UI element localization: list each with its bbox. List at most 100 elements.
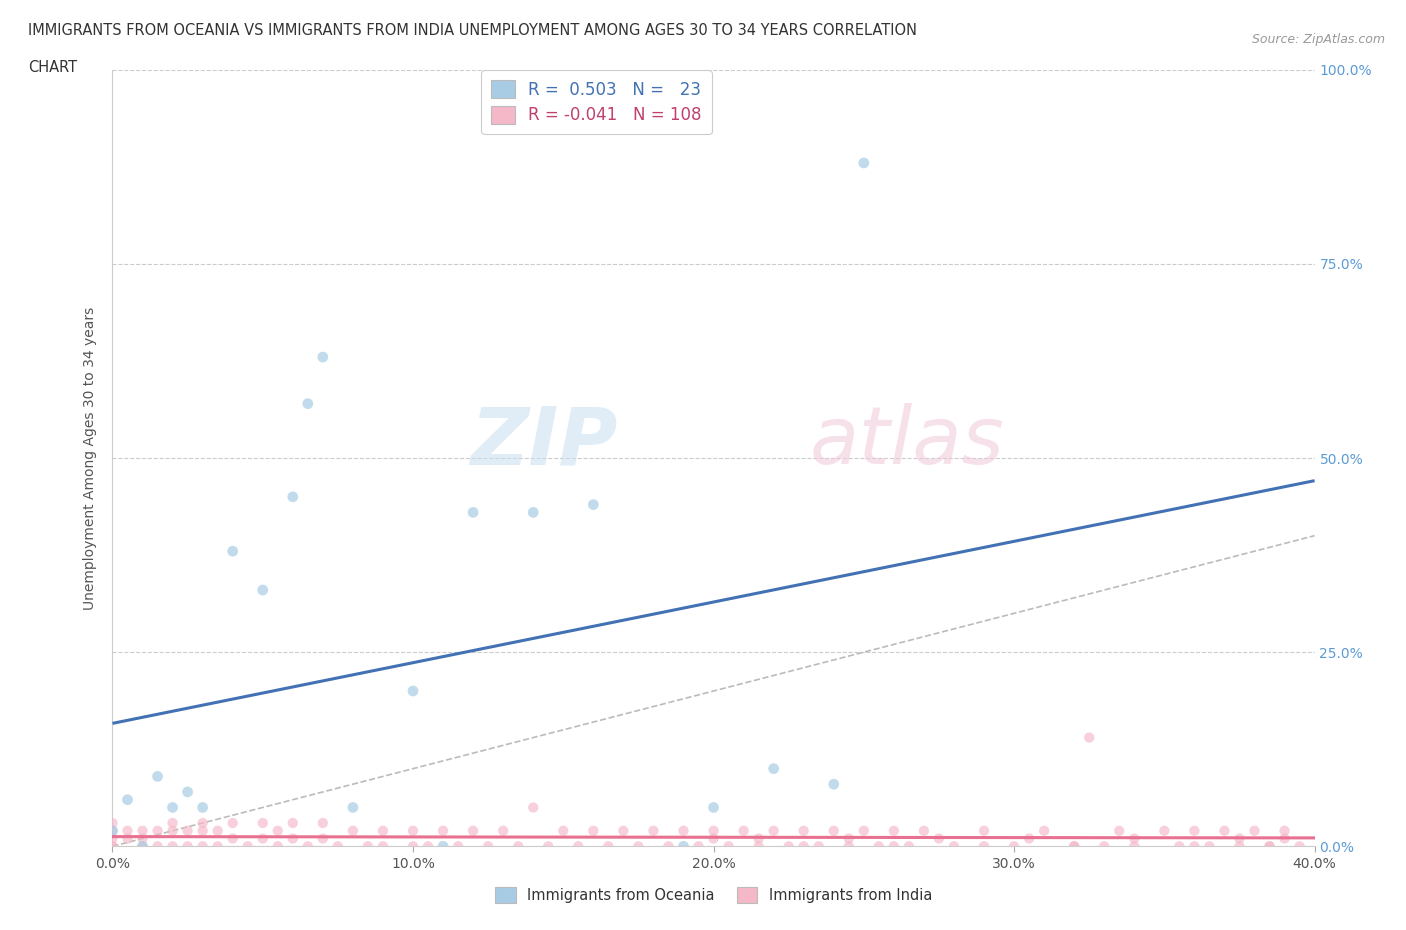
Point bbox=[883, 839, 905, 854]
Point bbox=[176, 785, 198, 800]
Point bbox=[1002, 839, 1025, 854]
Point bbox=[778, 839, 800, 854]
Point bbox=[852, 155, 875, 170]
Point bbox=[627, 839, 650, 854]
Point bbox=[522, 505, 544, 520]
Point bbox=[101, 823, 124, 838]
Point bbox=[117, 792, 139, 807]
Point bbox=[793, 823, 815, 838]
Point bbox=[461, 505, 484, 520]
Point bbox=[928, 831, 950, 846]
Point bbox=[1229, 839, 1251, 854]
Point bbox=[236, 839, 259, 854]
Point bbox=[297, 839, 319, 854]
Point bbox=[1229, 831, 1251, 846]
Point bbox=[1033, 823, 1056, 838]
Point bbox=[612, 823, 634, 838]
Point bbox=[117, 823, 139, 838]
Point bbox=[567, 839, 589, 854]
Point bbox=[207, 839, 229, 854]
Point bbox=[1274, 823, 1296, 838]
Point bbox=[973, 823, 995, 838]
Point bbox=[326, 839, 349, 854]
Point bbox=[477, 839, 499, 854]
Point bbox=[267, 823, 290, 838]
Point bbox=[897, 839, 920, 854]
Y-axis label: Unemployment Among Ages 30 to 34 years: Unemployment Among Ages 30 to 34 years bbox=[83, 306, 97, 610]
Point bbox=[117, 831, 139, 846]
Point bbox=[402, 684, 425, 698]
Point bbox=[402, 839, 425, 854]
Point bbox=[146, 823, 169, 838]
Point bbox=[416, 839, 439, 854]
Text: CHART: CHART bbox=[28, 60, 77, 75]
Point bbox=[1153, 823, 1175, 838]
Point bbox=[1123, 831, 1146, 846]
Point bbox=[191, 839, 214, 854]
Point bbox=[582, 823, 605, 838]
Point bbox=[447, 839, 470, 854]
Point bbox=[371, 823, 394, 838]
Point bbox=[357, 839, 380, 854]
Point bbox=[492, 823, 515, 838]
Point bbox=[748, 839, 770, 854]
Point bbox=[432, 823, 454, 838]
Point bbox=[838, 839, 860, 854]
Point bbox=[553, 823, 575, 838]
Point bbox=[146, 769, 169, 784]
Point bbox=[717, 839, 740, 854]
Point bbox=[162, 839, 184, 854]
Point bbox=[342, 823, 364, 838]
Point bbox=[823, 823, 845, 838]
Point bbox=[191, 800, 214, 815]
Point bbox=[868, 839, 890, 854]
Point bbox=[162, 823, 184, 838]
Point bbox=[281, 831, 304, 846]
Point bbox=[146, 839, 169, 854]
Point bbox=[1168, 839, 1191, 854]
Point bbox=[402, 823, 425, 838]
Point bbox=[852, 823, 875, 838]
Text: atlas: atlas bbox=[810, 404, 1004, 482]
Point bbox=[131, 831, 153, 846]
Point bbox=[191, 823, 214, 838]
Point bbox=[297, 396, 319, 411]
Point bbox=[823, 777, 845, 791]
Point bbox=[101, 831, 124, 846]
Point bbox=[252, 831, 274, 846]
Point bbox=[702, 800, 725, 815]
Point bbox=[432, 839, 454, 854]
Point bbox=[267, 839, 290, 854]
Point bbox=[1063, 839, 1085, 854]
Point bbox=[101, 816, 124, 830]
Point bbox=[643, 823, 665, 838]
Point bbox=[222, 816, 245, 830]
Point bbox=[222, 831, 245, 846]
Point bbox=[582, 498, 605, 512]
Point bbox=[162, 800, 184, 815]
Point bbox=[1018, 831, 1040, 846]
Point bbox=[1108, 823, 1130, 838]
Point bbox=[176, 839, 198, 854]
Point bbox=[281, 816, 304, 830]
Point bbox=[131, 839, 153, 854]
Point bbox=[1123, 839, 1146, 854]
Point bbox=[672, 823, 695, 838]
Point bbox=[1243, 823, 1265, 838]
Point bbox=[838, 831, 860, 846]
Point bbox=[131, 839, 153, 854]
Point bbox=[461, 823, 484, 838]
Point bbox=[688, 839, 710, 854]
Point bbox=[162, 816, 184, 830]
Text: IMMIGRANTS FROM OCEANIA VS IMMIGRANTS FROM INDIA UNEMPLOYMENT AMONG AGES 30 TO 3: IMMIGRANTS FROM OCEANIA VS IMMIGRANTS FR… bbox=[28, 23, 917, 38]
Point bbox=[748, 831, 770, 846]
Point bbox=[1063, 839, 1085, 854]
Point bbox=[1184, 839, 1206, 854]
Point bbox=[176, 823, 198, 838]
Point bbox=[1213, 823, 1236, 838]
Point bbox=[793, 839, 815, 854]
Point bbox=[1184, 823, 1206, 838]
Point bbox=[1198, 839, 1220, 854]
Point bbox=[312, 350, 335, 365]
Point bbox=[312, 831, 335, 846]
